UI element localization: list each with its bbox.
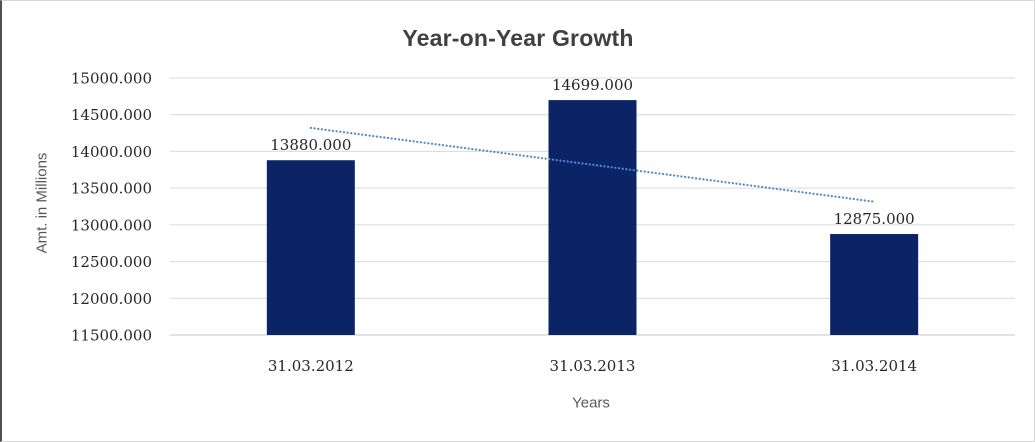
x-tick-label: 31.03.2013	[550, 357, 636, 375]
bar[interactable]	[266, 160, 355, 335]
y-tick-label: 12000.000	[71, 290, 152, 308]
y-tick-label: 11500.000	[71, 327, 152, 345]
bar-data-label: 13880.000	[270, 136, 351, 154]
y-tick-label: 12500.000	[71, 253, 152, 271]
y-tick-label: 14000.000	[71, 143, 152, 161]
y-tick-label: 13500.000	[71, 180, 152, 198]
bar[interactable]	[548, 100, 637, 336]
x-axis-title: Years	[572, 394, 610, 412]
y-tick-label: 15000.000	[71, 70, 152, 88]
y-tick-label: 13000.000	[71, 216, 152, 234]
bar-data-label: 12875.000	[834, 210, 915, 228]
x-tick-label: 31.03.2012	[268, 357, 354, 375]
bar-data-label: 14699.000	[552, 76, 633, 94]
x-tick-label: 31.03.2014	[831, 357, 917, 375]
y-tick-label: 14500.000	[71, 106, 152, 124]
chart-title: Year-on-Year Growth	[402, 25, 634, 51]
trendline	[309, 126, 876, 203]
bar[interactable]	[830, 234, 919, 335]
